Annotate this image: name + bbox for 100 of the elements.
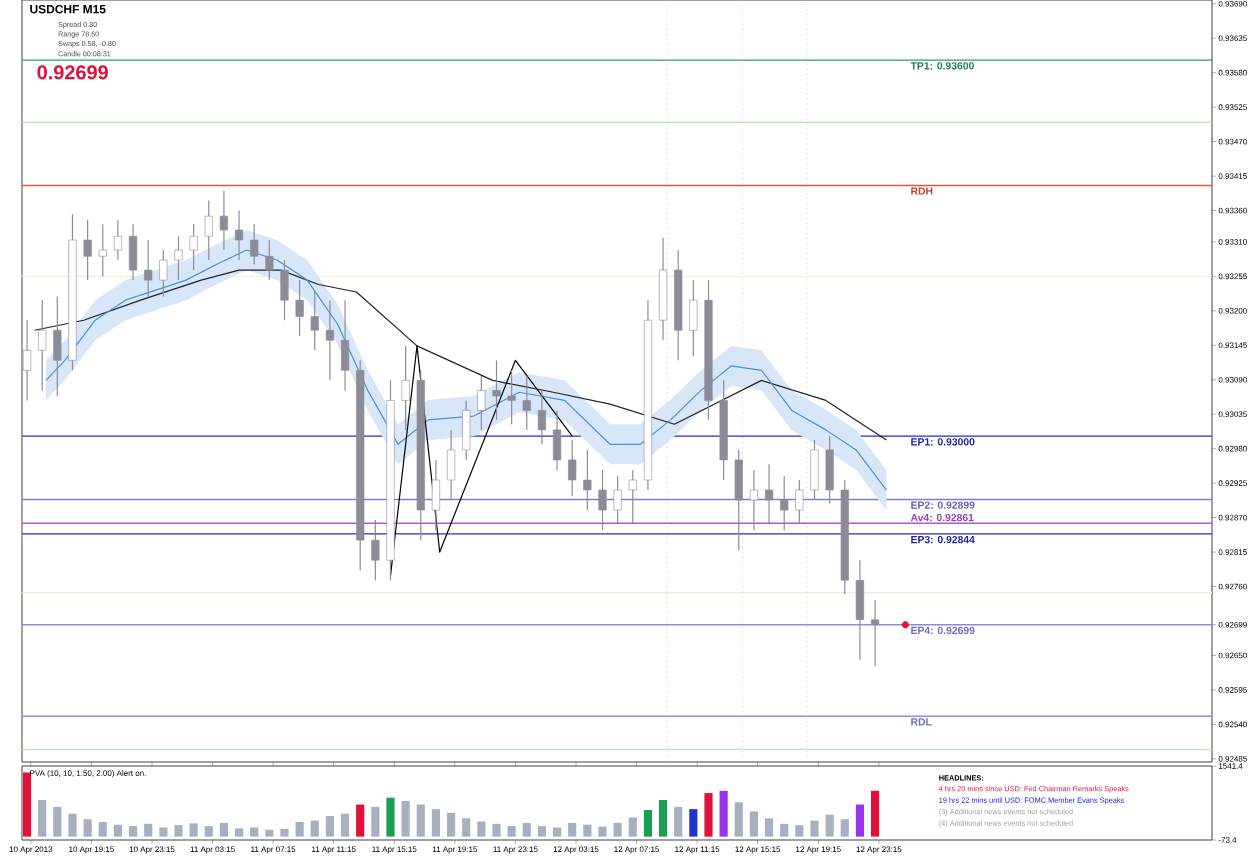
bar bbox=[68, 813, 77, 837]
bar bbox=[325, 816, 334, 837]
bar bbox=[250, 827, 259, 837]
bar bbox=[810, 820, 819, 837]
candlestick bbox=[144, 239, 153, 297]
candlestick bbox=[855, 559, 865, 661]
bar bbox=[704, 793, 713, 837]
bar bbox=[795, 825, 804, 837]
candlestick bbox=[295, 279, 304, 337]
bar bbox=[855, 804, 865, 837]
bar bbox=[401, 800, 410, 837]
candlestick bbox=[159, 249, 168, 297]
bar bbox=[719, 790, 728, 837]
candlestick bbox=[507, 369, 516, 425]
bar bbox=[446, 812, 456, 837]
bar bbox=[295, 821, 304, 837]
candlestick bbox=[401, 345, 410, 431]
candlestick bbox=[492, 359, 501, 421]
bar bbox=[568, 822, 577, 837]
bar bbox=[265, 829, 274, 837]
bar bbox=[674, 806, 683, 837]
candlestick bbox=[810, 439, 819, 501]
candlestick bbox=[250, 223, 259, 266]
candlestick bbox=[98, 223, 107, 277]
candlestick bbox=[764, 463, 774, 525]
candlestick bbox=[780, 475, 789, 531]
line-series bbox=[34, 269, 888, 441]
bar bbox=[825, 814, 834, 837]
bar bbox=[340, 813, 350, 837]
line-series bbox=[389, 345, 573, 577]
bar bbox=[658, 799, 668, 837]
candlestick bbox=[38, 299, 47, 391]
bar bbox=[386, 797, 395, 837]
bar bbox=[764, 818, 774, 837]
bar bbox=[174, 825, 183, 837]
candlestick bbox=[265, 239, 274, 281]
candlestick bbox=[128, 223, 138, 281]
candlestick bbox=[219, 189, 228, 251]
bar bbox=[371, 806, 380, 837]
candlestick bbox=[113, 219, 122, 261]
candlestick bbox=[234, 209, 244, 261]
candlestick bbox=[446, 429, 456, 501]
bar bbox=[234, 828, 244, 837]
bar bbox=[537, 826, 547, 837]
bar bbox=[477, 821, 486, 837]
candlestick bbox=[431, 459, 440, 531]
candlestick bbox=[522, 375, 531, 431]
bar bbox=[38, 799, 47, 837]
bar bbox=[552, 827, 562, 837]
bar bbox=[689, 809, 698, 837]
bar bbox=[613, 822, 622, 837]
bar bbox=[128, 826, 138, 837]
candlestick bbox=[204, 199, 213, 261]
bar bbox=[749, 811, 759, 837]
bar bbox=[280, 828, 289, 837]
candlestick bbox=[325, 299, 334, 381]
bar bbox=[598, 826, 607, 837]
bar bbox=[870, 790, 880, 837]
candlestick bbox=[734, 449, 743, 551]
candlestick bbox=[825, 435, 834, 505]
bar bbox=[83, 819, 92, 837]
candlestick bbox=[795, 479, 804, 525]
bar bbox=[144, 823, 153, 837]
bar bbox=[628, 817, 637, 837]
candlestick bbox=[340, 299, 350, 391]
candlestick bbox=[552, 409, 562, 471]
bar bbox=[22, 772, 32, 837]
candlestick bbox=[628, 469, 637, 525]
candlestick bbox=[371, 519, 380, 581]
bar bbox=[310, 820, 319, 837]
bar bbox=[219, 822, 228, 837]
candlestick bbox=[174, 235, 183, 281]
bar bbox=[356, 804, 365, 837]
bar bbox=[734, 802, 743, 837]
bar bbox=[462, 818, 471, 837]
bar bbox=[53, 806, 62, 837]
annotation: 0.92699 bbox=[37, 65, 108, 80]
bar bbox=[507, 826, 516, 837]
bar bbox=[113, 824, 122, 837]
candlestick bbox=[280, 259, 289, 321]
candlestick bbox=[83, 219, 92, 281]
candlestick bbox=[53, 295, 62, 397]
bar bbox=[159, 827, 168, 837]
bar bbox=[204, 826, 213, 837]
bar bbox=[522, 822, 531, 837]
candlestick bbox=[613, 475, 622, 525]
bar bbox=[98, 821, 107, 837]
bar bbox=[840, 819, 849, 837]
bar bbox=[492, 823, 501, 837]
bar bbox=[780, 823, 789, 837]
bar bbox=[416, 804, 425, 837]
candlestick bbox=[749, 469, 759, 531]
candlestick bbox=[598, 469, 607, 531]
candlestick bbox=[22, 319, 32, 402]
candlestick bbox=[537, 389, 546, 445]
candlestick bbox=[477, 375, 486, 431]
candlestick bbox=[568, 439, 577, 497]
candlestick bbox=[583, 449, 592, 511]
candlestick bbox=[462, 399, 471, 461]
candlestick bbox=[870, 599, 880, 667]
